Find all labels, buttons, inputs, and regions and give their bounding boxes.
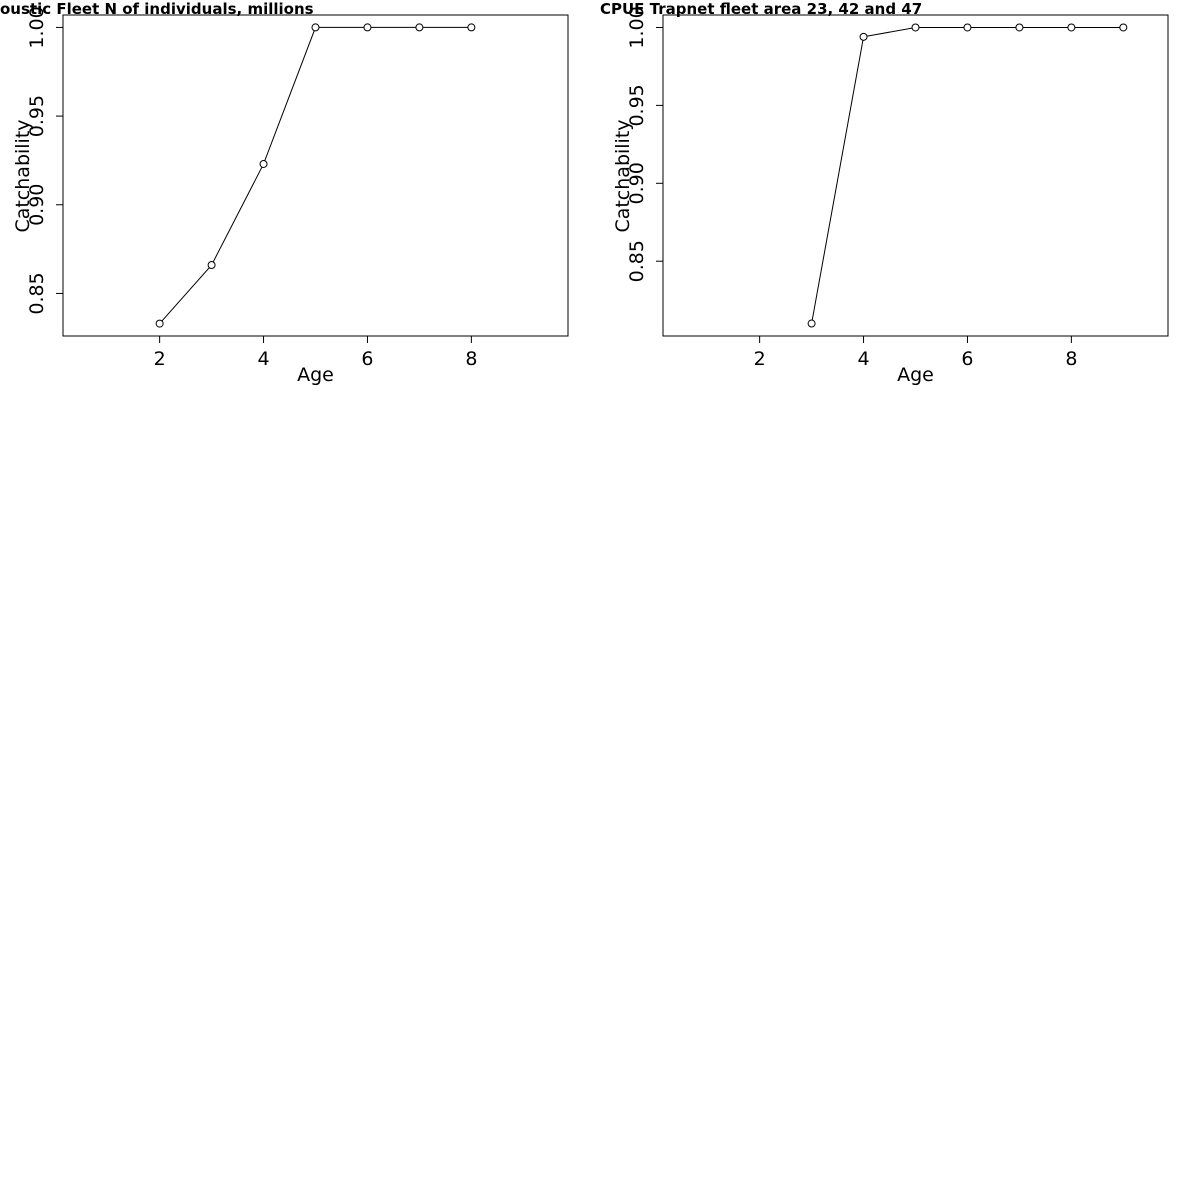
y-tick-label: 1.00 (626, 6, 648, 48)
data-point (207, 261, 216, 270)
y-tick-label: 0.90 (26, 184, 48, 226)
data-point (155, 319, 164, 328)
x-axis-label: Age (297, 364, 334, 386)
x-tick-label: 4 (857, 348, 869, 370)
y-tick-label: 0.95 (26, 95, 48, 137)
y-tick-label: 1.00 (26, 6, 48, 48)
data-point (415, 23, 424, 32)
data-point (311, 23, 320, 32)
x-axis-label: Age (897, 364, 934, 386)
y-axis-label: Catchability (12, 119, 34, 232)
chart-panel: CPUE Trapnet fleet area 23, 42 and 47 2 4 6… (600, 0, 1169, 386)
data-point (911, 23, 920, 32)
y-tick-label: 0.90 (626, 162, 648, 204)
data-point (1015, 23, 1024, 32)
chart-title: oustic Fleet N of individuals, millions (0, 0, 314, 18)
plot-frame (62, 14, 569, 337)
x-tick-label: 8 (465, 348, 477, 370)
x-tick-label: 2 (154, 348, 166, 370)
data-line (159, 26, 472, 324)
data-point (467, 23, 476, 32)
data-line (811, 26, 1124, 324)
data-point (259, 159, 268, 168)
x-tick-label: 6 (961, 348, 973, 370)
y-tick-label: 0.85 (26, 272, 48, 314)
data-point (1067, 23, 1076, 32)
chart-panel: oustic Fleet N of individuals, millions 2… (0, 0, 569, 386)
y-tick-label: 0.85 (626, 240, 648, 282)
y-tick-label: 0.95 (626, 84, 648, 126)
data-point (807, 319, 816, 328)
data-point (859, 32, 868, 41)
x-tick-label: 4 (257, 348, 269, 370)
plot-frame (662, 14, 1169, 337)
y-axis-label: Catchability (612, 119, 634, 232)
data-point (963, 23, 972, 32)
data-point (1119, 23, 1128, 32)
chart-title: CPUE Trapnet fleet area 23, 42 and 47 (600, 0, 922, 18)
x-tick-label: 2 (754, 348, 766, 370)
x-tick-label: 6 (361, 348, 373, 370)
data-point (363, 23, 372, 32)
x-tick-label: 8 (1065, 348, 1077, 370)
